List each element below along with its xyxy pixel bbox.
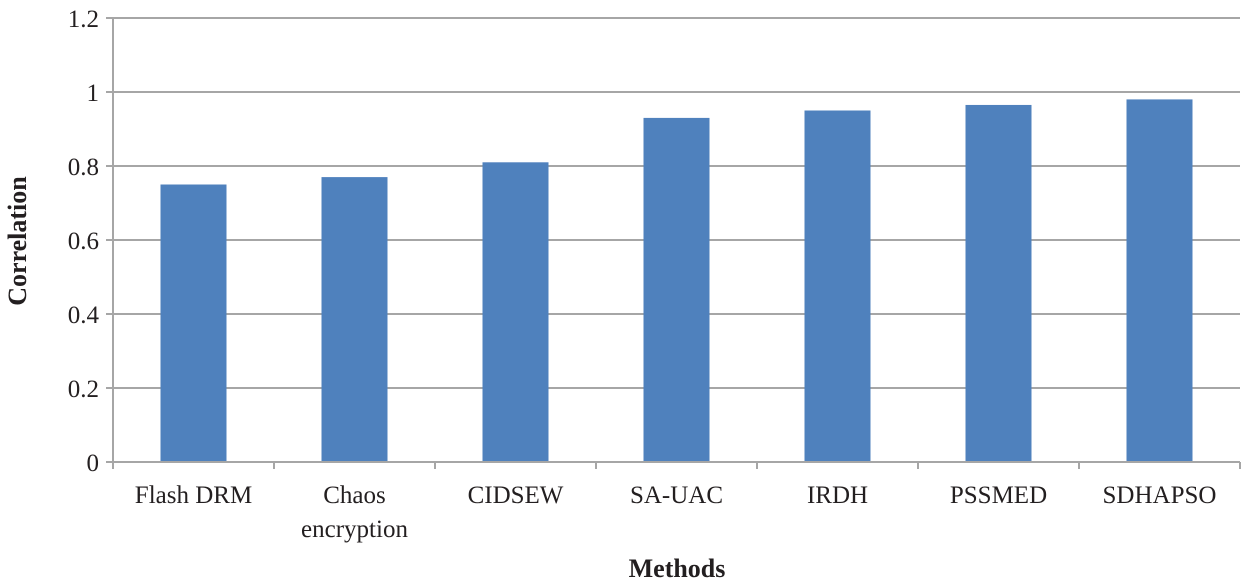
x-tick-label-line: encryption <box>301 516 408 543</box>
x-tick-label-line: Chaos <box>323 482 386 509</box>
x-tick-label-line: Flash DRM <box>135 482 252 509</box>
bar <box>482 162 549 463</box>
x-tick-label: SA-UAC <box>630 482 723 509</box>
x-tick-label-line: IRDH <box>807 482 868 509</box>
y-axis-title: Correlation <box>3 176 32 306</box>
x-tick-label-line: CIDSEW <box>468 482 564 509</box>
axes <box>106 17 1241 469</box>
x-tick-label: SDHAPSO <box>1103 482 1217 509</box>
x-tick-label-line: PSSMED <box>950 482 1047 509</box>
bar <box>804 110 871 462</box>
bar <box>643 117 710 463</box>
y-tick-labels: 0 0.2 0.4 0.6 0.8 1 1.2 <box>68 6 100 477</box>
y-tick-label: 0.6 <box>68 228 99 255</box>
x-tick-label: Chaos encryption <box>301 482 408 543</box>
bar <box>965 104 1032 462</box>
x-tick-label-line: SA-UAC <box>630 482 723 509</box>
x-tick-label: IRDH <box>807 482 868 509</box>
y-tick-label: 0 <box>87 450 100 477</box>
y-tick-label: 0.8 <box>68 154 99 181</box>
y-tick-label: 0.4 <box>68 302 100 329</box>
x-tick-label: PSSMED <box>950 482 1047 509</box>
x-tick-label: Flash DRM <box>135 482 252 509</box>
x-tick-label: CIDSEW <box>468 482 564 509</box>
bar <box>160 184 227 462</box>
bar <box>1126 99 1193 463</box>
y-tick-label: 0.2 <box>68 376 99 403</box>
bars <box>160 99 1193 463</box>
x-tick-labels: Flash DRM Chaos encryption CIDSEW SA-UAC IRDH… <box>135 482 1217 543</box>
x-tick-label-line: SDHAPSO <box>1103 482 1217 509</box>
y-tick-label: 1.2 <box>68 6 99 33</box>
y-tick-label: 1 <box>87 80 100 107</box>
bar <box>321 177 388 462</box>
x-axis-title: Methods <box>629 554 726 583</box>
